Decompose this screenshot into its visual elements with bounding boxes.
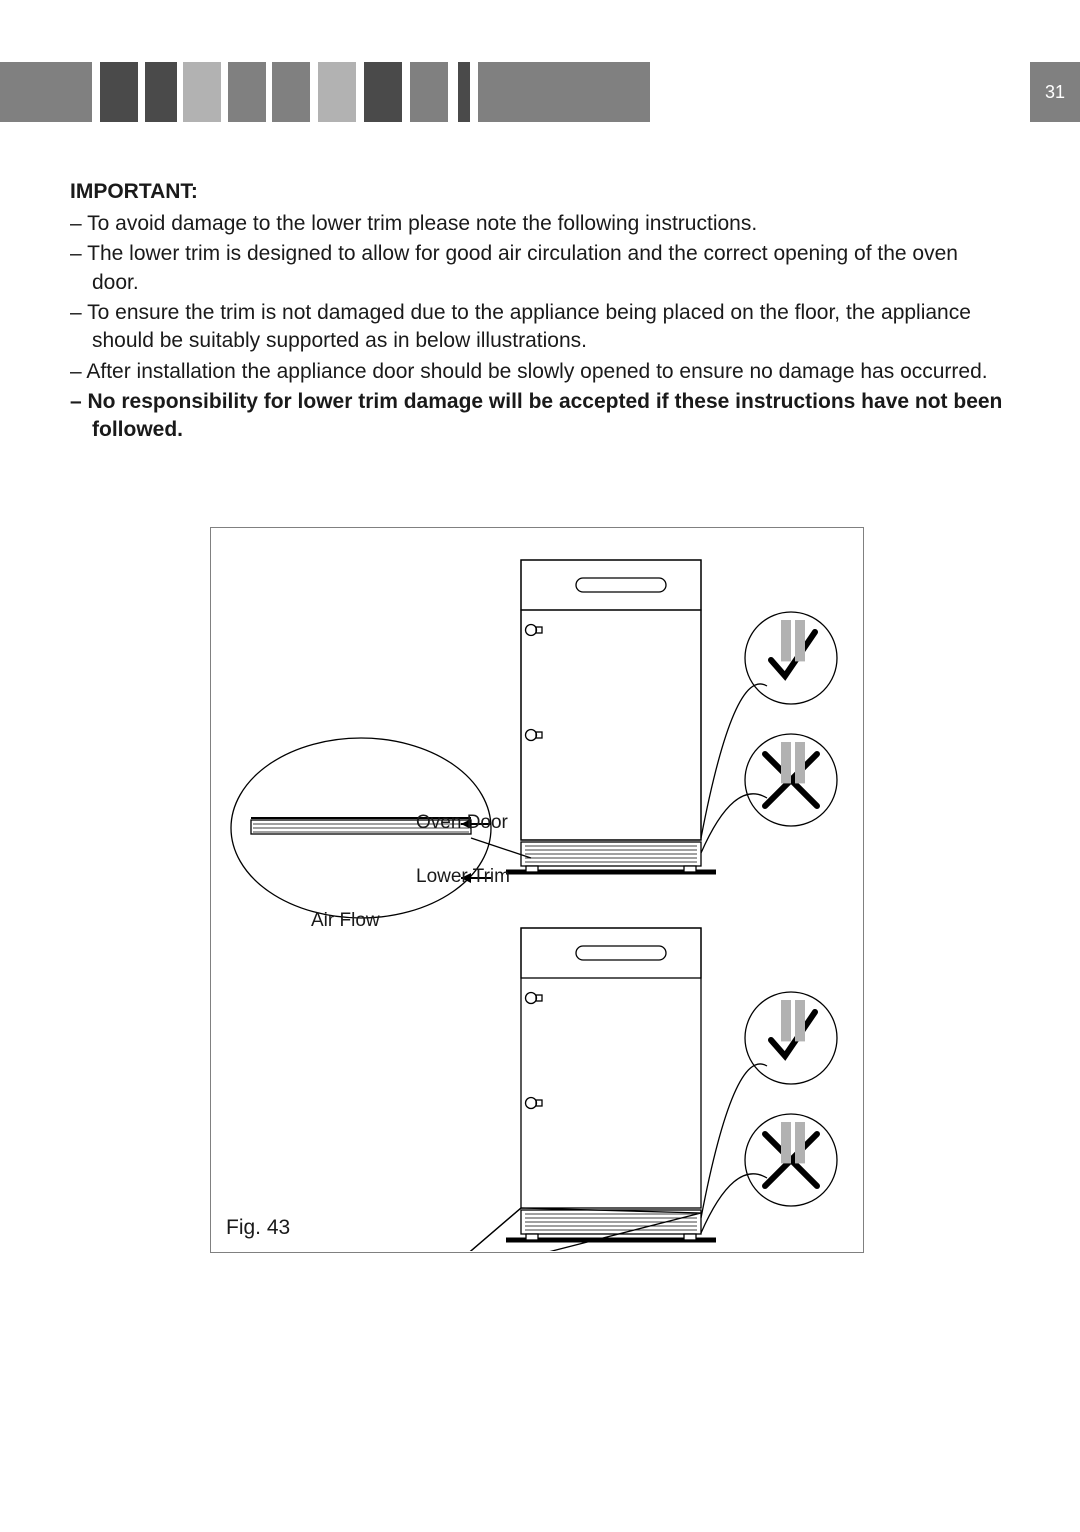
header-bar (100, 62, 138, 122)
diagram-svg: Oven Door Lower Trim Air Flow (211, 528, 863, 1251)
instruction-item: After installation the appliance door sh… (70, 358, 1010, 386)
important-heading: IMPORTANT: (70, 180, 1010, 204)
header-bar (272, 62, 310, 122)
header-bar (458, 62, 470, 122)
instruction-item: To avoid damage to the lower trim please… (70, 210, 1010, 238)
label-lower-trim: Lower Trim (416, 866, 510, 887)
instruction-list: To avoid damage to the lower trim please… (70, 210, 1010, 445)
header-bar (364, 62, 402, 122)
header-bar (145, 62, 177, 122)
header-bar (183, 62, 221, 122)
label-oven-door: Oven Door (416, 812, 509, 833)
header-bar (228, 62, 266, 122)
header-bar-row (0, 62, 1080, 122)
figure-caption: Fig. 43 (226, 1216, 290, 1240)
instruction-item: To ensure the trim is not damaged due to… (70, 299, 1010, 356)
header-bar (0, 62, 92, 122)
page-number-text: 31 (1045, 82, 1065, 103)
figure-43: Oven Door Lower Trim Air Flow Fig. 43 (210, 527, 864, 1253)
header-bar (410, 62, 448, 122)
page-number: 31 (1030, 62, 1080, 122)
instruction-item: The lower trim is designed to allow for … (70, 240, 1010, 297)
header-bar (478, 62, 650, 122)
content-block: IMPORTANT: To avoid damage to the lower … (70, 180, 1010, 447)
header-bar (318, 62, 356, 122)
instruction-item: No responsibility for lower trim damage … (70, 388, 1010, 445)
page: 31 IMPORTANT: To avoid damage to the low… (0, 0, 1080, 1532)
label-air-flow: Air Flow (311, 910, 380, 931)
